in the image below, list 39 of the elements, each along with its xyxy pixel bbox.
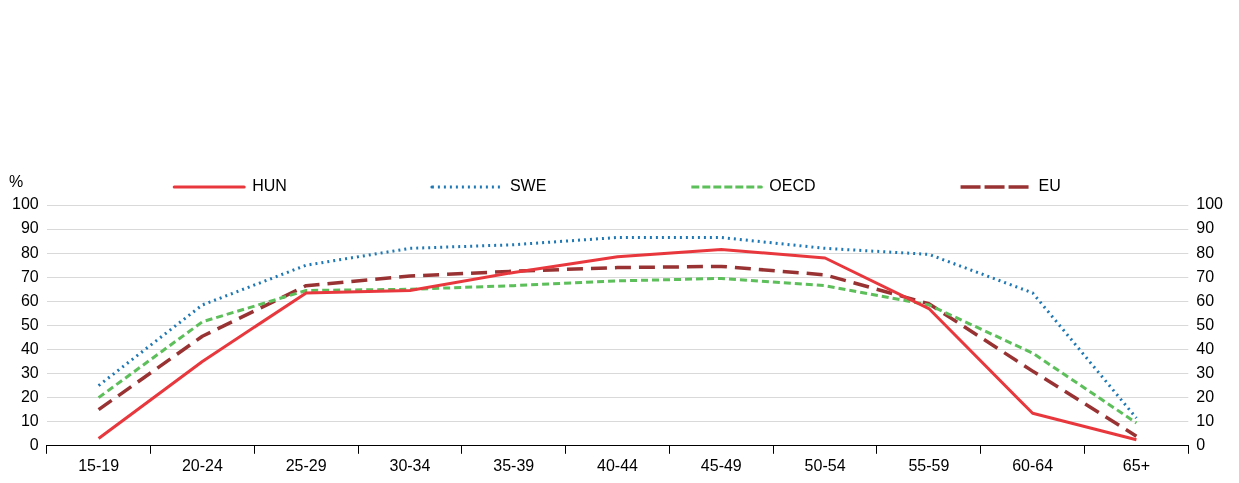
x-tick-label: 30-34 [389, 456, 431, 474]
y2-tick-label: 30 [1196, 363, 1215, 381]
legend-label: OECD [769, 177, 816, 195]
y-tick-label: 10 [20, 412, 39, 430]
x-tick-label: 55-59 [908, 456, 950, 474]
legend-label: EU [1038, 177, 1061, 195]
y-tick-label: 20 [20, 388, 39, 406]
y2-tick-label: 70 [1196, 267, 1215, 285]
y2-tick-label: 40 [1196, 339, 1215, 357]
y-tick-label: 90 [20, 219, 39, 237]
y2-tick-label: 60 [1196, 291, 1215, 309]
y-tick-label: 60 [20, 291, 39, 309]
y-tick-label: 0 [29, 436, 39, 454]
x-tick-label: 65+ [1122, 456, 1150, 474]
y2-tick-label: 100 [1196, 195, 1224, 213]
y2-tick-label: 0 [1196, 436, 1206, 454]
y-tick-label: 70 [20, 267, 39, 285]
y2-tick-label: 10 [1196, 412, 1215, 430]
y-axis-title: % [8, 173, 24, 191]
y-tick-label: 30 [20, 363, 39, 381]
y2-tick-label: 50 [1196, 315, 1215, 333]
x-tick-label: 25-29 [285, 456, 327, 474]
x-tick-label: 35-39 [493, 456, 535, 474]
legend-label: HUN [252, 177, 287, 195]
line-series [97, 236, 1138, 420]
y2-tick-label: 80 [1196, 243, 1215, 261]
y2-tick-label: 90 [1196, 219, 1215, 237]
x-tick-label: 50-54 [804, 456, 846, 474]
x-tick-label: 45-49 [700, 456, 742, 474]
y-tick-label: 100 [11, 195, 39, 213]
legend-label: SWE [509, 177, 547, 195]
y2-tick-label: 20 [1196, 388, 1215, 406]
x-tick-label: 20-24 [181, 456, 223, 474]
x-tick-label: 15-19 [78, 456, 120, 474]
y-tick-label: 50 [20, 315, 39, 333]
y-tick-label: 40 [20, 339, 39, 357]
x-tick-label: 40-44 [597, 456, 639, 474]
y-tick-label: 80 [20, 243, 39, 261]
x-tick-label: 60-64 [1012, 456, 1054, 474]
